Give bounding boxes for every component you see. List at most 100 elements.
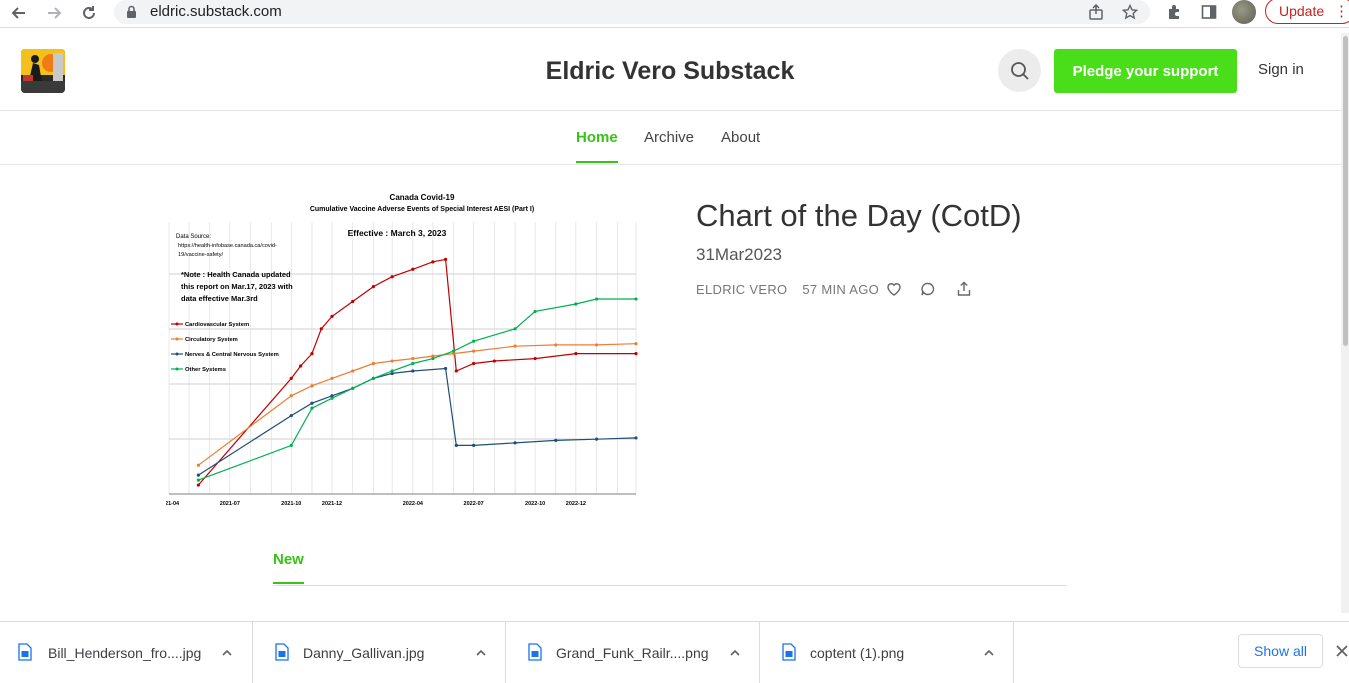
chart-data-point <box>310 406 314 410</box>
chart-data-point <box>411 267 415 271</box>
download-item[interactable]: Grand_Funk_Railr....png <box>507 622 760 683</box>
chart-x-tick-label: 2021-04 <box>166 501 180 507</box>
chart-data-point <box>390 371 394 376</box>
chart-x-tick-label: 2022-10 <box>525 501 545 507</box>
chart-note: *Note : Health Canada updated this repor… <box>181 270 295 303</box>
tab-about[interactable]: About <box>721 129 761 146</box>
legend-label: Cardiovascular System <box>185 322 249 328</box>
show-all-downloads-button[interactable]: Show all <box>1238 634 1323 668</box>
chart-data-point <box>452 352 456 356</box>
chart-x-tick-label: 2021-10 <box>281 501 301 507</box>
file-icon <box>782 643 796 661</box>
tab-home[interactable]: Home <box>576 129 618 146</box>
chart-data-point <box>330 394 334 398</box>
post-meta: ELDRIC VERO 57 MIN AGO <box>696 282 879 297</box>
extensions-icon[interactable] <box>1164 2 1184 22</box>
update-button[interactable]: Update ⋮ <box>1265 0 1349 24</box>
like-heart-icon[interactable] <box>885 280 903 298</box>
chart-data-point <box>554 438 558 442</box>
chart-data-point <box>330 314 334 318</box>
share-icon[interactable] <box>1086 2 1106 22</box>
chart-data-point <box>431 356 435 361</box>
chart-x-tick-label: 2022-12 <box>566 501 586 507</box>
chart-subtitle: Cumulative Vaccine Adverse Events of Spe… <box>310 206 534 213</box>
post-title[interactable]: Chart of the Day (CotD) <box>696 198 1022 233</box>
chart-data-point <box>196 483 200 487</box>
browser-toolbar: eldric.substack.com Update ⋮ <box>0 0 1349 28</box>
site-logo[interactable] <box>21 49 65 93</box>
chevron-up-icon[interactable] <box>982 646 996 660</box>
download-item[interactable]: Danny_Gallivan.jpg <box>253 622 506 683</box>
chart-data-point <box>594 343 599 347</box>
chart-data-point <box>351 299 355 304</box>
chevron-up-icon[interactable] <box>220 646 234 660</box>
post-author[interactable]: ELDRIC VERO <box>696 282 788 297</box>
bookmark-star-icon[interactable] <box>1120 2 1140 22</box>
search-button[interactable] <box>998 49 1041 92</box>
lock-icon <box>126 5 137 24</box>
chart-data-point <box>472 361 476 366</box>
download-filename: Grand_Funk_Railr....png <box>556 645 709 661</box>
chart-data-point <box>310 401 314 405</box>
chevron-up-icon[interactable] <box>728 646 742 660</box>
chart-data-point <box>594 297 599 301</box>
chart-data-point <box>330 396 334 400</box>
chart-data-point <box>431 354 435 358</box>
chevron-up-icon[interactable] <box>474 646 488 660</box>
chart-data-point <box>390 275 394 279</box>
post-subtitle: 31Mar2023 <box>696 245 783 264</box>
comment-icon[interactable] <box>919 280 937 298</box>
chart-effective-date: Effective : March 3, 2023 <box>348 228 447 238</box>
search-icon <box>1010 61 1029 80</box>
scrollbar-thumb[interactable] <box>1343 36 1348 346</box>
address-bar[interactable]: eldric.substack.com <box>114 0 1150 24</box>
chart-data-point <box>443 257 448 261</box>
share-post-icon[interactable] <box>955 280 973 298</box>
chart-data-point <box>554 343 558 347</box>
chart-data-point <box>351 369 355 373</box>
nav-divider <box>0 164 1341 165</box>
chart-data-point <box>533 309 537 314</box>
chart-data-point <box>443 366 448 371</box>
chart-data-point <box>351 386 355 390</box>
tab-archive[interactable]: Archive <box>644 129 695 146</box>
chart-data-point <box>513 344 517 348</box>
chart-data-point <box>431 260 435 264</box>
tab-new[interactable]: New <box>273 551 304 568</box>
chart-data-point <box>574 352 578 356</box>
chart-data-point <box>196 478 200 482</box>
profile-avatar[interactable] <box>1232 0 1256 24</box>
close-icon[interactable] <box>1334 643 1349 659</box>
chart-data-point <box>634 436 638 440</box>
post-cover-chart[interactable]: Canada Covid-19 Cumulative Vaccine Adver… <box>159 188 644 510</box>
chart-data-point <box>310 352 314 356</box>
chart-series-line <box>198 298 636 481</box>
more-menu-icon[interactable]: ⋮ <box>1334 3 1349 20</box>
side-panel-icon[interactable] <box>1199 2 1219 22</box>
chart-data-point <box>371 376 376 380</box>
chart-source-url: https://health-infobase.canada.ca/covid-… <box>178 243 278 258</box>
chart-data-point <box>390 359 394 363</box>
forward-icon[interactable] <box>43 2 65 24</box>
chart-series-line <box>198 367 637 476</box>
chart-data-point <box>634 352 638 356</box>
chart-data-point <box>472 443 476 447</box>
download-item[interactable]: coptent (1).png <box>761 622 1014 683</box>
sign-in-link[interactable]: Sign in <box>1258 61 1304 78</box>
chart-data-point <box>411 369 415 373</box>
reload-icon[interactable] <box>78 2 100 24</box>
pledge-button[interactable]: Pledge your support <box>1054 49 1237 93</box>
download-filename: coptent (1).png <box>810 645 905 661</box>
chart-data-point <box>574 302 578 306</box>
legend-label: Other Systems <box>185 367 226 373</box>
download-filename: Bill_Henderson_fro....jpg <box>48 645 202 661</box>
chart-data-point <box>196 473 200 477</box>
chart-x-tick-label: 2021-12 <box>322 501 342 507</box>
back-icon[interactable] <box>8 2 30 24</box>
chart-data-point <box>289 394 293 398</box>
site-title[interactable]: Eldric Vero Substack <box>545 57 795 85</box>
legend-marker <box>175 367 179 371</box>
download-item[interactable]: Bill_Henderson_fro....jpg <box>0 622 253 683</box>
downloads-bar: Bill_Henderson_fro....jpg Danny_Gallivan… <box>0 621 1349 683</box>
legend-marker <box>175 322 179 326</box>
